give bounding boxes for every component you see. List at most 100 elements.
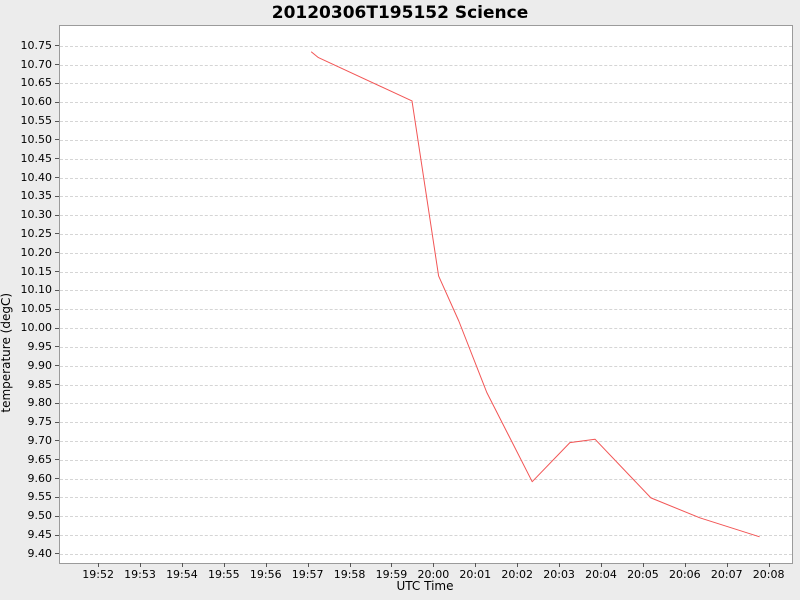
y-tick-label: 9.90	[27, 358, 53, 372]
y-tick	[55, 195, 59, 197]
x-tick	[642, 563, 644, 567]
x-tick-label: 20:04	[585, 568, 617, 581]
gridline	[60, 309, 792, 311]
gridline	[60, 553, 792, 555]
y-tick-label: 9.95	[27, 339, 53, 353]
y-tick	[55, 252, 59, 254]
y-tick	[55, 496, 59, 498]
y-tick	[55, 214, 59, 216]
gridline	[60, 535, 792, 537]
x-tick	[140, 563, 142, 567]
x-tick-label: 19:57	[291, 568, 324, 581]
y-tick	[55, 440, 59, 442]
x-tick	[98, 563, 100, 567]
y-tick	[55, 515, 59, 517]
y-tick	[55, 139, 59, 141]
y-tick	[55, 271, 59, 273]
y-tick	[55, 101, 59, 103]
y-tick	[55, 327, 59, 329]
y-tick	[55, 289, 59, 291]
gridline	[60, 139, 792, 141]
y-tick-label: 10.45	[20, 151, 53, 165]
y-tick	[55, 120, 59, 122]
gridline	[60, 64, 792, 66]
x-tick	[517, 563, 519, 567]
x-tick	[433, 563, 435, 567]
gridline	[60, 365, 792, 367]
y-tick-label: 9.85	[27, 377, 53, 391]
y-tick-label: 9.80	[27, 396, 53, 410]
gridline	[60, 233, 792, 235]
gridline	[60, 459, 792, 461]
y-tick-label: 10.70	[20, 57, 53, 71]
x-tick	[684, 563, 686, 567]
gridline	[60, 384, 792, 386]
y-tick-label: 10.05	[20, 302, 53, 316]
y-tick	[55, 82, 59, 84]
gridline	[60, 422, 792, 424]
y-tick-label: 9.65	[27, 452, 53, 466]
y-tick	[55, 553, 59, 555]
x-tick-label: 20:07	[710, 568, 743, 581]
chart-title: 20120306T195152 Science	[271, 3, 529, 23]
gridline	[60, 45, 792, 47]
y-tick-label: 10.20	[20, 245, 53, 259]
x-tick-label: 20:01	[459, 568, 492, 581]
gridline	[60, 497, 792, 499]
y-tick-label: 10.10	[20, 283, 53, 297]
gridline	[60, 196, 792, 198]
y-tick-label: 9.50	[27, 509, 53, 523]
y-tick	[55, 478, 59, 480]
gridline	[60, 158, 792, 160]
x-tick	[726, 563, 728, 567]
y-tick-label: 10.30	[20, 208, 53, 222]
x-tick-label: 19:54	[166, 568, 198, 581]
y-tick	[55, 421, 59, 423]
x-tick	[265, 563, 267, 567]
x-tick-label: 20:05	[627, 568, 659, 581]
x-axis-title: UTC Time	[396, 579, 454, 593]
y-tick-label: 10.55	[20, 114, 53, 128]
gridline	[60, 177, 792, 179]
x-tick	[768, 563, 770, 567]
y-tick	[55, 346, 59, 348]
y-tick-label: 10.15	[20, 264, 53, 278]
x-tick-label: 19:56	[249, 568, 282, 581]
y-tick-label: 10.35	[20, 189, 53, 203]
gridline	[60, 271, 792, 273]
gridline	[60, 121, 792, 123]
x-tick-label: 19:58	[333, 568, 366, 581]
y-tick-label: 10.25	[20, 226, 53, 240]
plot-area	[59, 25, 793, 564]
y-tick	[55, 402, 59, 404]
y-tick	[55, 177, 59, 179]
gridline	[60, 290, 792, 292]
x-tick	[349, 563, 351, 567]
x-tick-label: 20:02	[501, 568, 534, 581]
x-tick-label: 20:06	[668, 568, 701, 581]
x-tick	[601, 563, 602, 567]
x-tick	[559, 563, 561, 567]
gridline	[60, 516, 792, 518]
y-tick-label: 10.75	[20, 38, 53, 52]
x-tick-label: 20:08	[752, 568, 785, 581]
y-tick	[55, 308, 59, 310]
y-tick-label: 9.45	[27, 528, 53, 542]
x-tick	[475, 563, 477, 567]
gridline	[60, 403, 792, 405]
gridline	[60, 346, 792, 348]
x-tick-label: 19:59	[375, 568, 408, 581]
y-tick	[55, 233, 59, 235]
x-tick-label: 19:55	[207, 568, 240, 581]
temperature-line	[311, 51, 760, 538]
gridline	[60, 252, 792, 254]
y-tick	[55, 45, 59, 47]
y-axis-title-text: temperature (degC)	[0, 292, 13, 413]
y-tick	[55, 384, 59, 385]
y-tick-label: 9.40	[27, 546, 53, 560]
chart-canvas	[311, 51, 760, 538]
gridline	[60, 440, 792, 442]
y-tick-label: 10.00	[20, 321, 53, 335]
x-tick	[181, 563, 183, 567]
y-tick-label: 9.55	[27, 490, 53, 504]
